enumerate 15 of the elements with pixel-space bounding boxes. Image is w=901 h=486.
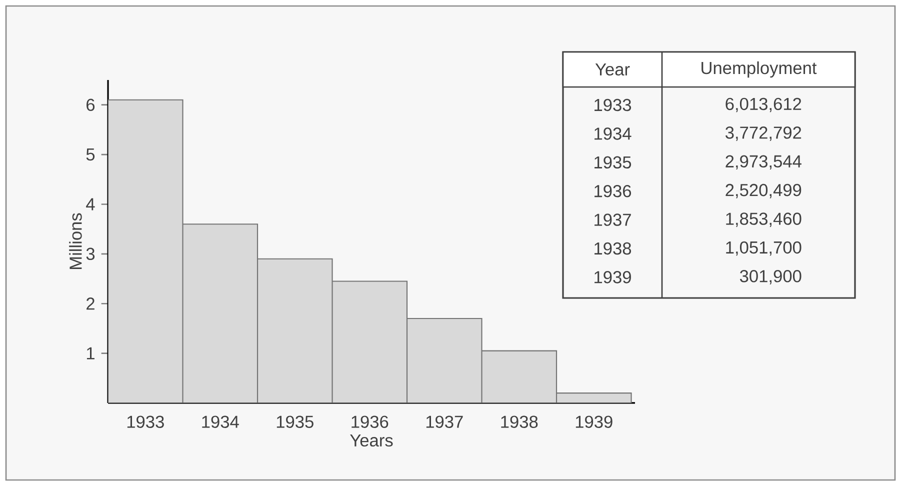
x-tick-label: 1934 [202,416,239,428]
y-axis-title: Millions [69,213,82,269]
y-tick-label: 1 [86,347,94,360]
y-tick-label: 6 [86,98,95,111]
x-tick-label: 1936 [352,416,388,428]
y-tick-label: 3 [86,248,95,260]
x-tick-label: 1937 [426,416,463,428]
y-tick-label: 4 [86,198,95,210]
y-tick-label: 2 [86,298,94,310]
x-axis-title: Years [350,434,393,447]
x-tick-label: 1933 [127,416,164,428]
x-tick-label: 1938 [501,416,538,428]
x-tick-label: 1935 [276,416,314,428]
y-tick-label: 5 [86,148,95,161]
x-tick-label: 1939 [576,416,612,428]
